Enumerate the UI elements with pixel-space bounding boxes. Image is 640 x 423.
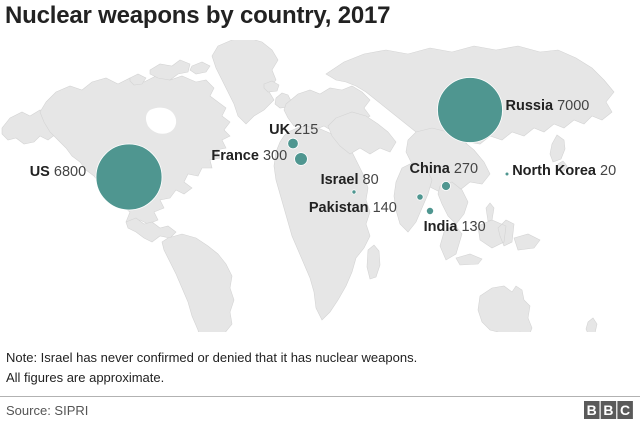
svg-text:C: C (620, 401, 630, 417)
svg-text:B: B (603, 401, 613, 417)
svg-text:B: B (587, 401, 597, 417)
